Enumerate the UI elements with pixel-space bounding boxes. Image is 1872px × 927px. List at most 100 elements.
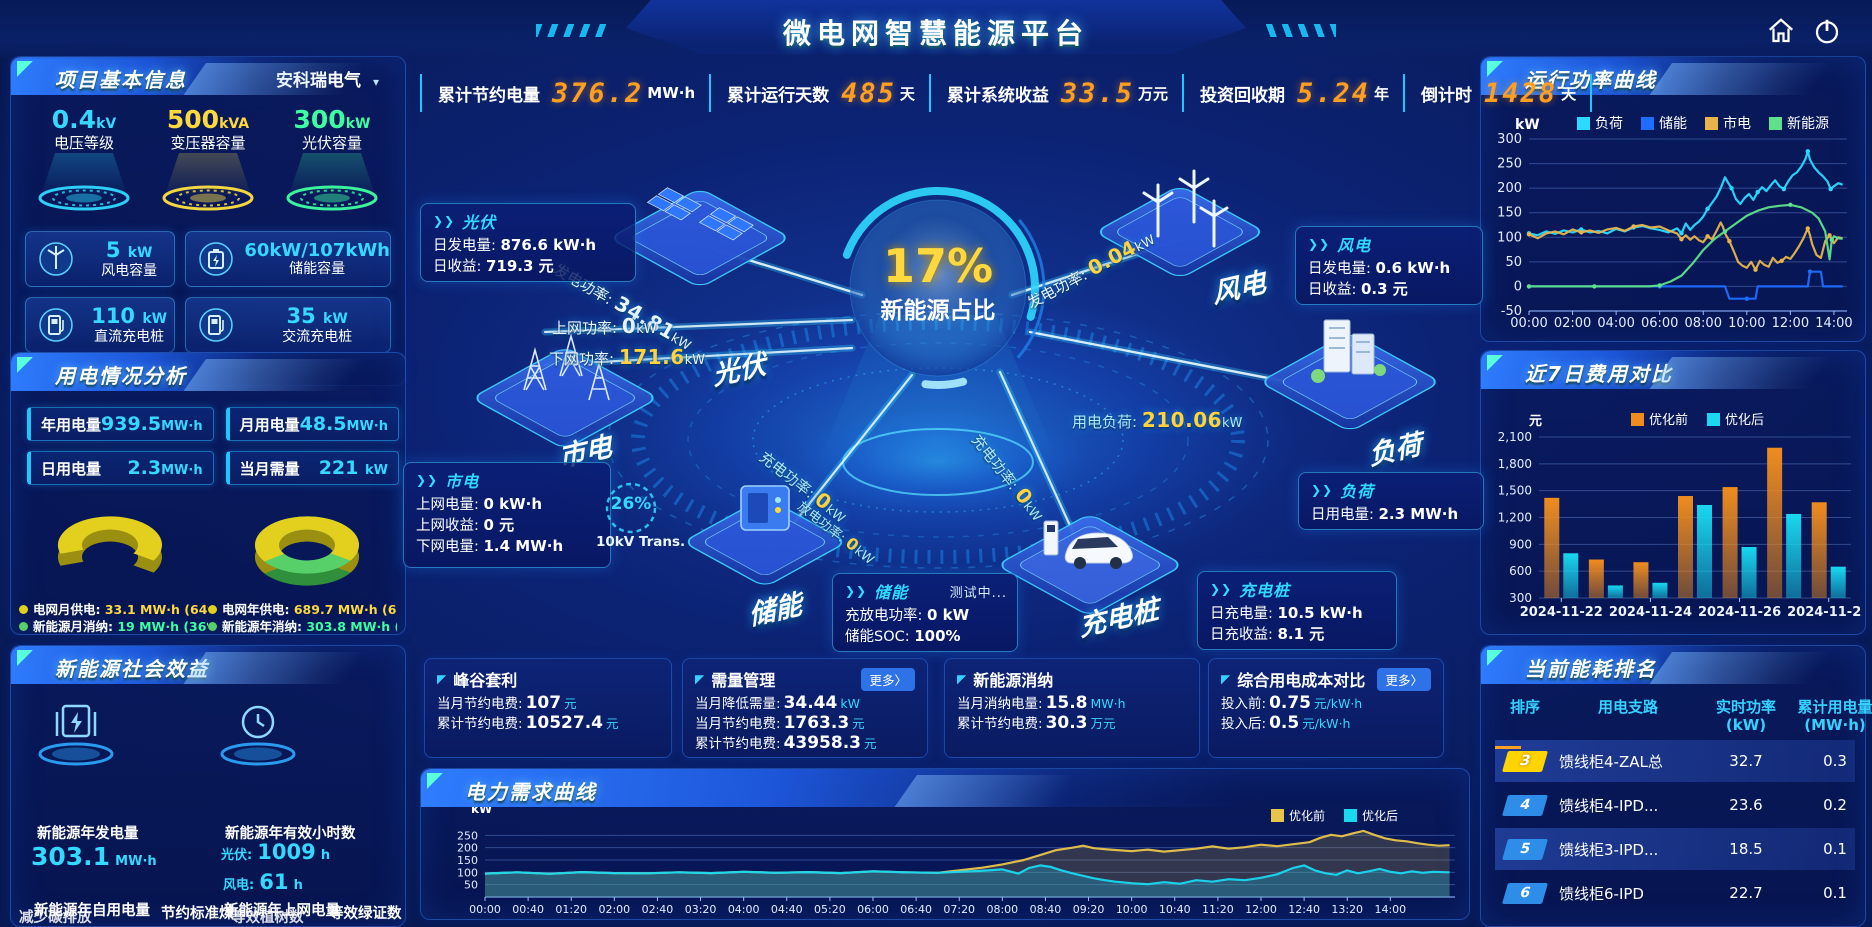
svg-text:优化前: 优化前: [1649, 412, 1688, 428]
svg-text:2024-11-24: 2024-11-24: [1609, 605, 1692, 620]
panel-header: 项目基本信息 安科瑞电气 ▾: [11, 57, 405, 95]
stat-day-energy: 日用电量 2.3MW·h: [27, 451, 214, 485]
legend-label: 电网月供电:: [33, 602, 101, 617]
grid-platform: [476, 332, 654, 447]
card-wind-capacity: 5 kW 风电容量: [25, 231, 176, 287]
transformer-gauge: 26% 10kV Trans.: [596, 480, 685, 550]
kpi-payback: 投资回收期 5.24 年: [1181, 74, 1403, 112]
rank-badge: 5: [1501, 838, 1549, 860]
cone-voltage: 0.4kV 电压等级: [25, 105, 143, 219]
charger-info-box: ❯❯ 充电桩 日充电量: 10.5 kW·h 日充收益: 8.1 元: [1197, 571, 1397, 650]
mini-panel-peak-valley: ◤ 峰谷套利 当月节约电费: 107 元 累计节约电费: 10527.4 元: [424, 658, 672, 758]
charger-platform: [1001, 516, 1179, 614]
corner-deco-icon: [1487, 355, 1503, 371]
panel-title: 新能源社会效益: [55, 657, 209, 681]
capacity-cards: 5 kW 风电容量 60kW/107kWh 储能容量 110 kW 直流充电桩 …: [11, 219, 405, 365]
mini-panel-title: 综合用电成本对比: [1237, 671, 1366, 690]
stat-label: 日用电量: [41, 459, 102, 478]
svg-text:300: 300: [1497, 132, 1522, 147]
kpi-value: 1428: [1484, 77, 1558, 109]
svg-text:150: 150: [1497, 206, 1522, 221]
card-unit: kW: [127, 245, 153, 261]
legend-label: 新能源月消纳:: [33, 619, 113, 634]
svg-text:储能: 储能: [1659, 116, 1687, 132]
svg-text:03:20: 03:20: [685, 903, 717, 916]
kpi-unit: MW·h: [647, 84, 696, 102]
grid-info-box: ❯❯ 市电 上网电量: 0 kW·h 上网收益: 0 元 下网电量: 1.4 MW…: [403, 462, 611, 568]
branch-name: 馈线柜4-ZAL总: [1559, 752, 1663, 771]
kpi-countdown: 倒计时 1428 天: [1403, 74, 1593, 112]
stat-unit: MW·h: [161, 463, 203, 478]
table-row[interactable]: 5 馈线柜3-IPD... 18.5 0.1: [1495, 828, 1855, 870]
home-button[interactable]: [1766, 16, 1796, 46]
svg-text:2,100: 2,100: [1498, 430, 1532, 444]
table-row[interactable]: 6 馈线柜6-IPD 22.7 0.1: [1495, 872, 1855, 914]
chevron-right-icon: ❯❯: [1311, 483, 1334, 497]
battery-cabinet-icon: [740, 485, 790, 531]
mini-panel-title: 需量管理: [711, 671, 776, 690]
table-row[interactable]: 4 馈线柜4-IPD... 23.6 0.2: [1495, 784, 1855, 826]
svg-text:12:00: 12:00: [1772, 316, 1809, 331]
battery-icon: [199, 242, 234, 276]
card-label: 交流充电桩: [282, 329, 353, 346]
branch-name: 馈线柜3-IPD...: [1559, 840, 1659, 859]
chevron-right-icon: ❯❯: [416, 473, 439, 487]
mini-panel-title: 峰谷套利: [453, 671, 518, 690]
gen-label: 新能源年发电量: [37, 826, 139, 842]
corner-deco-icon: [17, 650, 33, 666]
stat-label: 当月需量: [239, 459, 300, 478]
svg-text:200: 200: [1497, 181, 1522, 196]
wind-info-box: ❯❯ 风电 日发电量: 0.6 kW·h 日收益: 0.3 元: [1295, 226, 1483, 305]
svg-text:04:00: 04:00: [1597, 316, 1634, 331]
hours-pedestal-icon: [220, 705, 296, 766]
svg-text:10:00: 10:00: [1116, 903, 1148, 916]
kpi-run-days: 累计运行天数 485 天: [709, 74, 929, 112]
svg-text:kW: kW: [1515, 117, 1540, 133]
capacity-cones: 0.4kV 电压等级 500kVA 变压器容量 300kW 光伏容量: [11, 95, 405, 219]
more-button[interactable]: 更多〉: [861, 667, 915, 691]
carbon-label: 减少碳排放: [19, 910, 92, 926]
more-button[interactable]: 更多〉: [1377, 667, 1431, 691]
panel-title: 运行功率曲线: [1525, 68, 1657, 92]
svg-text:2024-11-22: 2024-11-22: [1520, 605, 1603, 620]
realtime-power: 23.6: [1729, 796, 1763, 814]
pv-info-box: ❯❯ 光伏 日发电量: 876.6 kW·h 日收益: 719.3 元: [420, 203, 636, 282]
coal-label: 节约标准煤: [161, 906, 234, 922]
svg-text:00:00: 00:00: [1510, 316, 1547, 331]
kpi-stats-bar: 累计节约电量 376.2 MW·h 累计运行天数 485 天 累计系统收益 33…: [420, 72, 1593, 114]
svg-text:11:20: 11:20: [1202, 903, 1234, 916]
panel-header: 用电情况分析: [11, 353, 405, 391]
svg-text:250: 250: [1497, 157, 1522, 172]
info-box-title: 光伏: [462, 213, 497, 232]
load-info-box: ❯❯ 负荷 日用电量: 2.3 MW·h: [1298, 472, 1484, 530]
svg-text:1,200: 1,200: [1498, 511, 1532, 525]
card-storage-capacity: 60kW/107kWh 储能容量: [185, 231, 391, 287]
chevron-right-icon: ❯❯: [1308, 237, 1331, 251]
cone-glow-icon: [38, 153, 130, 211]
col-header-rank: 排序: [1509, 698, 1540, 716]
table-row[interactable]: 3 馈线柜4-ZAL总 32.7 0.3: [1495, 740, 1855, 782]
svg-text:市电: 市电: [1723, 115, 1751, 132]
kpi-value: 485: [841, 77, 896, 109]
panel-renewable-benefit: 新能源社会效益 新能源年发电量 303.1 MW·h 新能源年有效小时数 光伏:…: [10, 645, 406, 927]
col-header-energy: 累计用电量 (MW·h): [1797, 698, 1872, 734]
hours-label: 新能源年有效小时数: [225, 826, 356, 842]
page-title: 微电网智慧能源平台: [782, 17, 1089, 50]
stat-month-demand: 当月需量 221 kW: [225, 451, 399, 485]
kpi-system-income: 累计系统收益 33.5 万元: [928, 74, 1182, 112]
card-ac-charger: 35 kW 交流充电桩: [185, 297, 391, 353]
cone-glow-icon: [162, 153, 254, 211]
svg-text:07:20: 07:20: [943, 903, 975, 916]
svg-text:1,800: 1,800: [1498, 457, 1532, 471]
cone-label: 变压器容量: [170, 134, 246, 152]
cost-bar-chart: 2,100 1,800 1,500 1,200 900 600 300 元 2024-11-22…: [1481, 389, 1871, 636]
realtime-power: 18.5: [1729, 840, 1763, 858]
pv-platform: [614, 187, 786, 286]
svg-text:负荷: 负荷: [1595, 116, 1623, 132]
power-button[interactable]: [1812, 16, 1842, 46]
legend-value: 689.7 MW·h (69%): [293, 602, 397, 617]
company-selector[interactable]: 安科瑞电气 ▾: [276, 66, 379, 91]
svg-text:12:40: 12:40: [1288, 903, 1320, 916]
status-badge: 测试中...: [949, 585, 1007, 601]
core-sphere: 17% 新能源占比: [830, 180, 1046, 396]
